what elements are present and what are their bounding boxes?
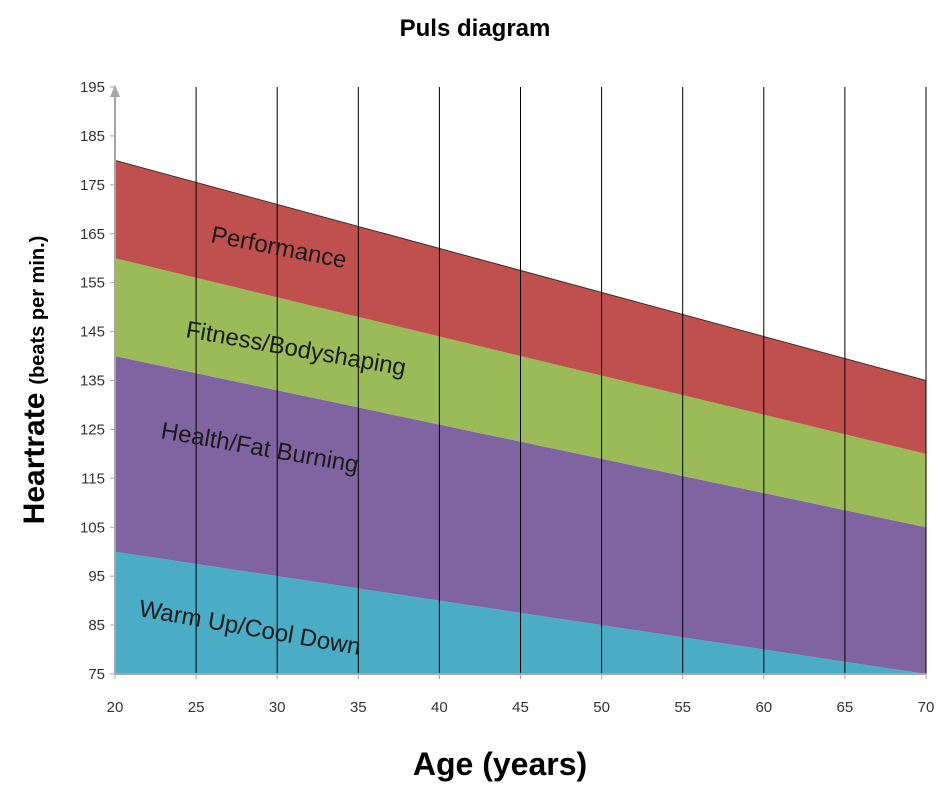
- x-tick-label-50: 50: [593, 699, 610, 716]
- y-tick-label-95: 95: [88, 568, 105, 585]
- y-tick-label-175: 175: [80, 177, 105, 194]
- y-axis-arrow-icon: [110, 85, 120, 97]
- y-tick-label-85: 85: [88, 617, 105, 634]
- x-tick-label-40: 40: [431, 699, 448, 716]
- x-tick-label-45: 45: [512, 699, 529, 716]
- chart-title: Puls diagram: [400, 15, 551, 42]
- y-axis-label-unit: (beats per min.): [27, 236, 49, 385]
- y-axis-label-main: Heartrate: [18, 393, 51, 525]
- y-tick-label-115: 115: [81, 470, 105, 487]
- y-axis-label: Heartrate (beats per min.): [18, 236, 51, 525]
- x-tick-label-20: 20: [107, 699, 124, 716]
- y-tick-label-185: 185: [80, 128, 105, 145]
- y-tick-label-75: 75: [88, 666, 105, 683]
- zone-warm-up-cool-down: [115, 551, 926, 674]
- y-tick-label-135: 135: [80, 373, 105, 390]
- x-tick-label-55: 55: [674, 699, 691, 716]
- y-tick-label-195: 195: [80, 79, 105, 96]
- y-tick-label-165: 165: [80, 226, 105, 243]
- y-tick-label-105: 105: [80, 519, 105, 536]
- x-tick-label-70: 70: [918, 699, 935, 716]
- x-tick-label-65: 65: [837, 699, 854, 716]
- y-tick-label-125: 125: [80, 421, 105, 438]
- x-tick-label-35: 35: [350, 699, 367, 716]
- ticks-layer: 20 25 30 35 40 45 50 55 60 65 70 75 85 95 105 115 125 135…: [80, 79, 934, 716]
- y-tick-label-145: 145: [80, 324, 105, 341]
- grid-layer: [195, 87, 927, 674]
- x-tick-label-25: 25: [188, 699, 205, 716]
- y-tick-label-155: 155: [80, 275, 105, 292]
- x-tick-label-30: 30: [269, 699, 286, 716]
- x-axis-label: Age (years): [413, 746, 587, 782]
- x-tick-label-60: 60: [755, 699, 772, 716]
